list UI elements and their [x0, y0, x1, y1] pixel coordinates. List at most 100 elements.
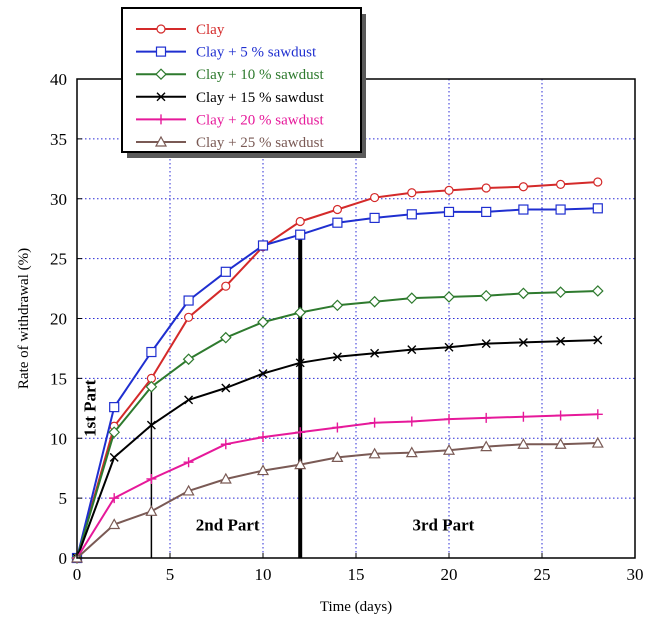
y-tick-label: 40 — [50, 70, 67, 89]
data-point — [517, 287, 530, 300]
data-point — [156, 114, 166, 125]
data-point — [517, 438, 530, 449]
data-point — [481, 183, 491, 193]
data-point — [220, 439, 231, 450]
data-point — [406, 209, 417, 220]
data-point — [592, 409, 603, 420]
y-tick-label: 15 — [50, 369, 67, 388]
axis-ticks: 0 5 10 15 20 25 30 0 5 10 15 20 25 30 35 40 — [50, 70, 644, 584]
data-point — [257, 240, 269, 251]
part-annotations: 1st Part 2nd Part 3rd Part — [81, 379, 475, 534]
part-label: 2nd Part — [196, 515, 260, 534]
data-point — [591, 285, 604, 297]
data-point — [155, 68, 167, 81]
series-lines — [70, 177, 604, 564]
data-point — [332, 204, 342, 215]
legend-item: Clay + 20 % sawdust — [136, 112, 324, 128]
data-point — [146, 420, 156, 430]
data-point — [443, 206, 455, 218]
data-point — [154, 135, 168, 147]
data-point — [444, 414, 454, 425]
data-point — [554, 438, 567, 449]
legend-label: Clay + 5 % sawdust — [196, 45, 317, 61]
data-point — [480, 289, 493, 302]
data-point — [109, 493, 120, 504]
data-point — [592, 203, 603, 214]
data-point — [332, 217, 343, 228]
y-tick-label: 35 — [50, 130, 67, 149]
data-point — [183, 457, 194, 468]
data-point — [555, 204, 566, 215]
legend-label: Clay + 20 % sawdust — [196, 112, 324, 128]
data-point — [555, 410, 566, 421]
data-point — [405, 446, 418, 458]
legend-label: Clay + 25 % sawdust — [196, 135, 324, 151]
data-point — [443, 291, 455, 303]
data-point — [369, 212, 380, 224]
data-point — [332, 352, 342, 362]
y-tick-label: 20 — [50, 310, 67, 329]
data-point — [331, 299, 344, 312]
data-point — [182, 353, 195, 366]
data-point — [593, 177, 603, 187]
data-point — [156, 24, 166, 34]
data-point — [182, 484, 195, 496]
data-point — [556, 336, 566, 346]
y-tick-label: 0 — [59, 549, 68, 568]
data-point — [109, 452, 119, 462]
data-point — [258, 369, 268, 379]
data-point — [108, 518, 121, 530]
data-point — [295, 216, 305, 227]
series-4 — [72, 335, 603, 563]
data-point — [480, 440, 493, 452]
data-point — [369, 417, 380, 428]
series-1 — [72, 177, 603, 563]
legend-item: Clay + 25 % sawdust — [136, 135, 324, 151]
series-line — [76, 413, 598, 559]
data-point — [108, 426, 121, 439]
data-point — [258, 432, 268, 443]
legend: Clay Clay + 5 % sawdust Clay + 10 % sawdus… — [121, 7, 366, 158]
data-point — [294, 306, 307, 319]
legend-label: Clay + 10 % sawdust — [196, 67, 324, 83]
series-5 — [72, 409, 603, 563]
data-point — [481, 339, 491, 349]
data-point — [145, 505, 158, 516]
legend-item: Clay + 10 % sawdust — [136, 67, 324, 83]
data-point — [370, 192, 380, 203]
y-tick-label: 30 — [50, 190, 67, 209]
data-point — [518, 411, 529, 422]
data-point — [146, 473, 157, 484]
data-point — [145, 380, 158, 393]
data-point — [444, 185, 454, 195]
data-point — [183, 295, 194, 306]
data-point — [295, 427, 306, 438]
legend-label: Clay — [196, 22, 225, 38]
data-point — [481, 206, 492, 218]
data-point — [146, 346, 157, 358]
data-point — [442, 443, 456, 455]
data-point — [406, 416, 417, 427]
data-point — [256, 464, 270, 476]
legend-item: Clay + 15 % sawdust — [136, 90, 324, 106]
x-tick-label: 0 — [73, 565, 82, 584]
data-point — [109, 402, 120, 413]
series-line — [76, 181, 598, 559]
legend-item: Clay + 5 % sawdust — [136, 45, 317, 61]
y-tick-label: 5 — [59, 489, 68, 508]
data-point — [405, 292, 418, 304]
data-point — [220, 266, 231, 277]
data-point — [593, 335, 603, 345]
data-point — [155, 46, 167, 57]
data-point — [444, 342, 454, 352]
series-2 — [71, 203, 603, 564]
data-point — [219, 472, 232, 484]
y-tick-label: 10 — [50, 429, 67, 448]
data-point — [331, 451, 344, 463]
data-point — [184, 395, 194, 405]
x-tick-label: 20 — [441, 565, 458, 584]
legend-item: Clay — [136, 22, 225, 38]
y-axis-title: Rate of withdrawal (%) — [16, 248, 32, 389]
data-point — [294, 458, 307, 470]
